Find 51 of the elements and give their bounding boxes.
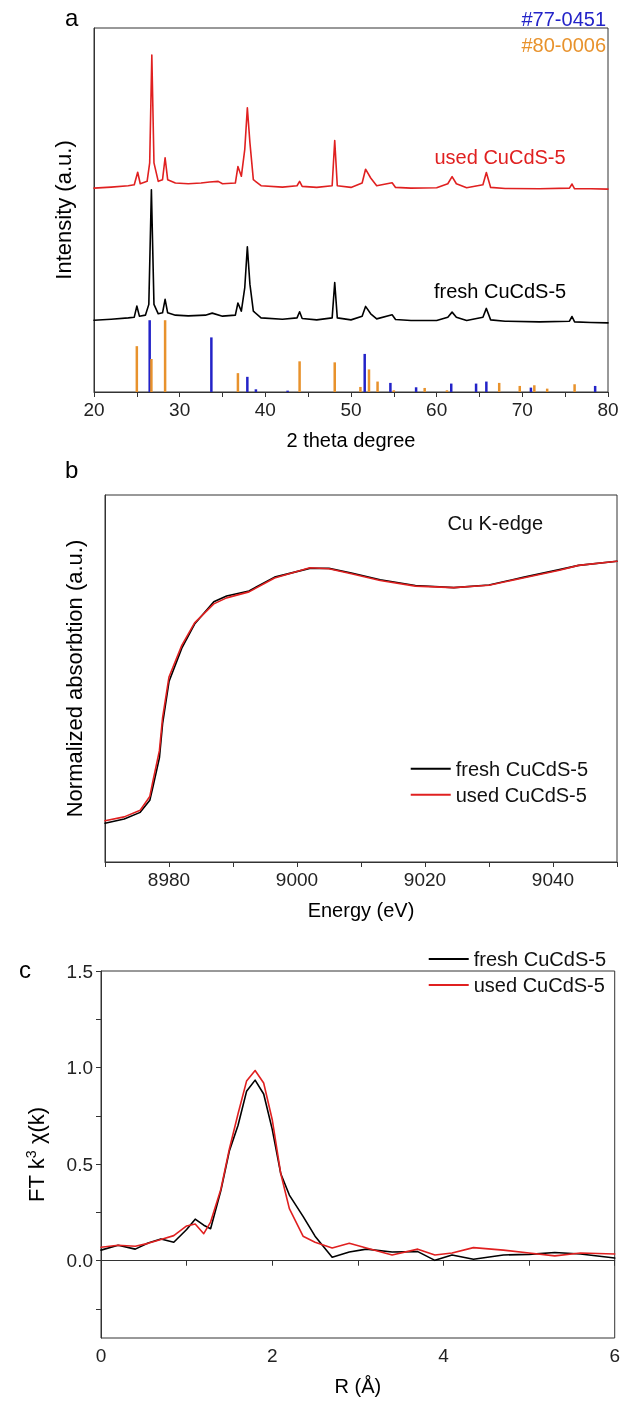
bar [485, 381, 488, 392]
chart-title: a [65, 3, 79, 31]
x-tick-label: 2 [266, 1345, 278, 1366]
bar [298, 361, 301, 392]
bar [389, 382, 392, 392]
x-axis-title: 2 theta degree [286, 429, 416, 451]
bar [376, 381, 379, 392]
x-tick-label: 8980 [147, 869, 191, 890]
bar [363, 353, 366, 392]
bar [150, 358, 153, 392]
bar [333, 362, 336, 392]
x-tick-label: 4 [438, 1345, 450, 1366]
x-tick-label: 0 [95, 1345, 107, 1366]
x-tick-label: 6 [609, 1345, 621, 1366]
legend-label: used CuCdS-5 [473, 974, 605, 996]
bar [246, 376, 249, 392]
text: #77-0451 [521, 8, 607, 30]
x-tick-label: 80 [597, 399, 619, 420]
legend-label: fresh CuCdS-5 [473, 948, 607, 970]
x-tick-label: 9000 [275, 869, 319, 890]
text: Cu K-edge [447, 512, 544, 534]
x-tick-label: 30 [169, 399, 191, 420]
bar [359, 386, 362, 392]
bar [423, 387, 426, 392]
chart-title: c [19, 955, 31, 983]
text: #80-0006 [521, 34, 607, 56]
x-axis-title: Energy (eV) [307, 899, 415, 921]
y-tick-label: 0.5 [66, 1153, 93, 1175]
bar [533, 385, 536, 392]
y-axis-title: Intensity (a.u.) [50, 140, 76, 280]
x-tick-label: 9040 [531, 869, 575, 890]
x-axis-title: R (Å) [334, 1375, 382, 1397]
chart-title: b [65, 455, 79, 483]
x-tick-label: 9020 [403, 869, 447, 890]
x-tick-label: 60 [426, 399, 448, 420]
y-tick-label: 1.5 [66, 960, 93, 982]
x-tick-label: 70 [511, 399, 533, 420]
bar [573, 384, 576, 392]
bar [210, 337, 213, 392]
y-tick-label: 1.0 [66, 1057, 93, 1079]
series-label: fresh CuCdS-5 [433, 279, 567, 302]
y-axis-title: Normalized absorbtion (a.u.) [61, 539, 87, 818]
bar [148, 320, 151, 392]
x-tick-label: 40 [254, 399, 276, 420]
x-tick-label: 50 [340, 399, 362, 420]
series-label: used CuCdS-5 [434, 146, 566, 169]
legend-label: used CuCdS-5 [455, 783, 587, 806]
x-tick-label: 20 [83, 399, 105, 420]
legend-label: fresh CuCdS-5 [455, 757, 589, 780]
y-axis-title: FT k3 χ(k) [23, 1106, 49, 1202]
y-tick-label: 0.0 [66, 1250, 93, 1272]
